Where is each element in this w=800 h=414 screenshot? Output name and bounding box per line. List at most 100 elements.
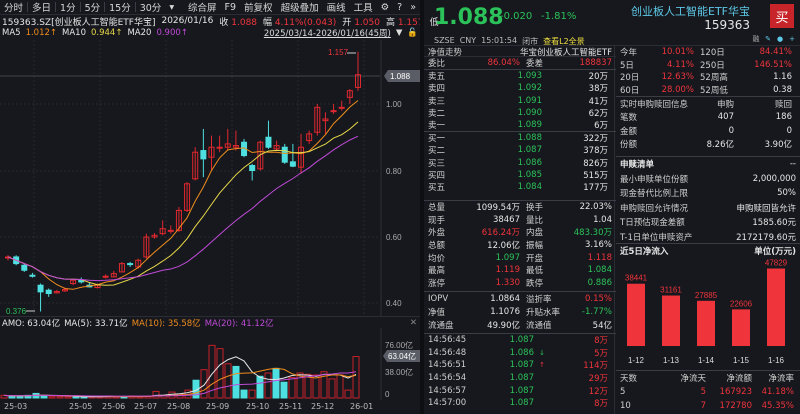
perf-value: 12.63%	[661, 72, 694, 83]
nav-trend-row[interactable]: 净值走势 华宝创业板人工智能ETF	[424, 45, 616, 58]
perf-label: 120日	[700, 48, 725, 59]
ma20-label: MA20	[127, 28, 152, 38]
buy-button[interactable]: 买	[770, 4, 794, 28]
open-value: 1.050	[354, 17, 380, 28]
volume-chart[interactable]: 76.00亿 38.00亿 0 63.04亿	[0, 328, 420, 400]
ask-row[interactable]: 卖一 1.089 6万	[424, 119, 616, 131]
list-value: 申购赎回皆允许	[736, 203, 796, 214]
chart-toolbar: 分时 多日 1分 5分 15分 30分 ▾ 综合屏 F9 前复权 超级叠加 画线…	[0, 0, 420, 15]
stat-label: 内盘	[526, 228, 544, 239]
candle	[298, 146, 305, 168]
tick-row[interactable]: 14:56:48 1.086 ↓ 5万	[424, 347, 616, 360]
list-title: 申赎清单	[620, 160, 655, 171]
flow-days-value: 5	[700, 387, 706, 397]
stat-value: 1.1076	[490, 306, 520, 317]
l2-view-link[interactable]: 查看L2全景	[543, 37, 585, 46]
low-marker: 0.376	[6, 307, 27, 316]
stat-label: IOPV	[428, 293, 449, 304]
tick-row[interactable]: 14:57:00 1.087 8万	[424, 397, 616, 410]
add-icon[interactable]: +	[789, 35, 795, 43]
candlestick-chart[interactable]: 1.00 0.80 0.60 0.40 1.088 1.157 0.376	[0, 40, 420, 316]
bid-row[interactable]: 买三 1.086 826万	[424, 157, 616, 169]
super-overlay-button[interactable]: 超级叠加	[280, 3, 319, 14]
ask-row[interactable]: 卖五 1.093 20万	[424, 70, 616, 82]
stat-value: 12.06亿	[487, 241, 520, 252]
inflow-date: 1-13	[663, 356, 680, 365]
candle	[306, 133, 313, 142]
ask-row[interactable]: 卖四 1.092 38万	[424, 82, 616, 94]
tab-5min[interactable]: 5分	[84, 3, 101, 14]
bid-level: 买四	[428, 170, 446, 181]
perf-row: 20日 12.63% 52周高 1.16	[616, 71, 800, 84]
period-dropdown-icon[interactable]: ▾	[169, 1, 175, 13]
list-row: T-1日单位申赎资产 2172179.60元	[616, 230, 800, 245]
sub-row: 金额 0 0	[616, 124, 800, 138]
panel-splitter[interactable]	[420, 0, 424, 414]
volume-bar	[280, 381, 288, 399]
ask-row[interactable]: 卖二 1.090 62万	[424, 107, 616, 119]
days-value: 10	[620, 401, 631, 411]
expand-icon[interactable]: »	[410, 1, 416, 13]
volume-bar	[328, 378, 336, 399]
vol-tick-0: 0	[385, 390, 390, 399]
list-row: 申购赎回允许情况 申购赎回皆允许	[616, 201, 800, 216]
tick-row[interactable]: 14:56:51 1.087 ↑ 114万	[424, 359, 616, 372]
ask-price: 1.089	[517, 120, 542, 131]
net-inflow-row: 10 7 172780 45.35%	[616, 399, 800, 413]
divider	[55, 2, 57, 12]
lock-icon[interactable]: 🔓	[407, 28, 418, 38]
tick-row[interactable]: 14:56:54 1.087 29万	[424, 372, 616, 385]
subscription-redemption: 实时申购赎回信息 申购 赎回 笔数 407 186 金额 0 0 份额 8.26亿 3.90亿	[616, 96, 800, 151]
range-dropdown-icon[interactable]: ▼	[395, 28, 403, 38]
margin-icon[interactable]: 融	[752, 35, 760, 43]
security-name: 创业板人工智能ETF华宝	[631, 5, 750, 18]
tick-volume: 12万	[588, 386, 608, 397]
bid-level: 买三	[428, 158, 446, 169]
bid-price: 1.084	[517, 181, 542, 192]
bid-volume: 177万	[583, 182, 608, 193]
perf-label: 250日	[700, 60, 725, 71]
gear-icon[interactable]: ⚙	[380, 1, 390, 13]
help-icon[interactable]: ?	[397, 1, 403, 13]
candle	[322, 118, 329, 122]
adjust-forward-button[interactable]: 前复权	[244, 3, 273, 14]
arrow-up-icon: ↑	[539, 361, 545, 370]
bid-price: 1.085	[517, 169, 542, 180]
composite-screen-button[interactable]: 综合屏	[188, 3, 217, 14]
current-price-tag: 1.088	[390, 72, 411, 81]
bid-row[interactable]: 买二 1.087 378万	[424, 144, 616, 156]
bid-row[interactable]: 买四 1.085 515万	[424, 169, 616, 181]
volume-bar	[312, 374, 320, 399]
f9-button[interactable]: F9	[224, 1, 237, 13]
symbol-label: 159363.SZ[创业板人工智能ETF华宝]	[2, 17, 156, 28]
edit-icon[interactable]: ✎	[765, 35, 771, 43]
volume-bar	[16, 395, 24, 399]
tick-row[interactable]: 14:56:57 1.087 12万	[424, 384, 616, 397]
stat-row: 现手 38467 量比 1.04	[424, 214, 616, 227]
volume-bar	[272, 367, 280, 399]
tab-15min[interactable]: 15分	[109, 3, 131, 14]
tab-intraday[interactable]: 分时	[4, 3, 24, 14]
tab-30min[interactable]: 30分	[139, 3, 162, 14]
candle	[70, 279, 77, 285]
tools-button[interactable]: 工具	[353, 3, 373, 14]
tick-row[interactable]: 14:56:45 1.087 8万	[424, 334, 616, 347]
bid-row[interactable]: 买一 1.088 322万	[424, 132, 616, 144]
date-range-selector[interactable]: 2025/03/14-2026/01/16(45周)	[263, 29, 391, 39]
ohlc-info-bar: 159363.SZ[创业板人工智能ETF华宝] 2026/01/16 收 1.0…	[2, 15, 439, 28]
ask-row[interactable]: 卖三 1.091 41万	[424, 95, 616, 107]
candle	[192, 151, 199, 180]
tab-1min[interactable]: 1分	[60, 3, 76, 14]
tick-time: 14:56:51	[428, 360, 467, 371]
list-row: 现金替代比例上限 50%	[616, 186, 800, 201]
bid-row[interactable]: 买五 1.084 177万	[424, 181, 616, 193]
tab-multiday[interactable]: 多日	[32, 3, 52, 14]
alert-icon[interactable]: ●	[776, 35, 784, 43]
stat-label: 升贴水率	[526, 307, 561, 318]
tick-list[interactable]: 14:56:45 1.087 8万 14:56:48 1.086 ↓ 5万 14:56:51 1…	[424, 333, 616, 410]
divider	[79, 2, 81, 12]
close-icon[interactable]: ✕	[409, 317, 417, 328]
stat-value: 1.084	[587, 265, 612, 276]
draw-line-button[interactable]: 画线	[326, 3, 346, 14]
volume-bar	[56, 396, 64, 399]
